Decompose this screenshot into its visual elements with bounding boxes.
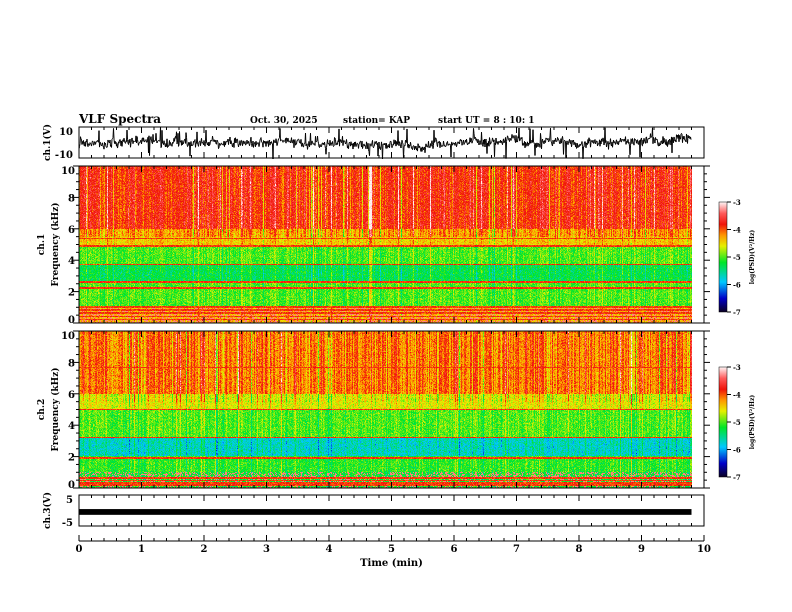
colorbar-frame	[718, 366, 728, 478]
colorbar-tick-label: -6	[733, 446, 741, 455]
y-tick-label: 0	[68, 315, 75, 326]
x-tick-label: 7	[513, 544, 520, 555]
colorbar-tick-label: -4	[733, 391, 741, 400]
panel-channel-label: ch.1	[37, 234, 47, 255]
x-tick-label: 0	[76, 544, 83, 555]
x-tick-label: 6	[451, 544, 458, 555]
colorbar-tick-label: -3	[733, 363, 741, 372]
ch1-colorbar	[719, 202, 727, 312]
y-axis-label: ch.3(V)	[42, 492, 53, 529]
colorbar-label: log(PSD)(V²/Hz)	[749, 395, 756, 450]
ch2-spectrogram-plot	[79, 331, 704, 488]
colorbar-tick-label: -5	[733, 418, 741, 427]
colorbar-tick-label: -4	[733, 226, 741, 235]
y-tick-label: -5	[62, 518, 73, 529]
x-tick-label: 1	[138, 544, 145, 555]
x-tick-label: 5	[388, 544, 395, 555]
x-tick-label: 8	[576, 544, 583, 555]
y-tick-label: 10	[61, 331, 75, 342]
ch2-colorbar	[719, 367, 727, 477]
colorbar-tick-label: -3	[733, 198, 741, 207]
station-label: station= KAP	[343, 116, 410, 126]
x-tick-label: 4	[326, 544, 333, 555]
y-tick-label: 10	[61, 166, 75, 177]
colorbar-label: log(PSD)(V²/Hz)	[749, 230, 756, 285]
y-axis-label: ch.1(V)	[42, 124, 53, 161]
x-tick-label: 10	[697, 544, 711, 555]
y-tick-label: 2	[68, 453, 75, 464]
x-tick-label: 2	[201, 544, 208, 555]
colorbar-tick-label: -5	[733, 253, 741, 262]
panel-frame-2	[78, 165, 705, 324]
x-tick-label: 9	[638, 544, 645, 555]
y-tick-label: 2	[68, 288, 75, 299]
x-axis-label: Time (min)	[360, 558, 423, 569]
y-tick-label: 8	[68, 358, 75, 369]
y-tick-label: 10	[59, 127, 73, 138]
y-tick-label: 8	[68, 193, 75, 204]
y-tick-label: 4	[68, 421, 75, 432]
y-tick-label: 6	[68, 225, 75, 236]
start-time-label: start UT = 8 : 10: 1	[438, 116, 535, 126]
colorbar-tick-label: -6	[733, 281, 741, 290]
x-tick-label: 3	[263, 544, 270, 555]
y-axis-label: Frequency (kHz)	[50, 202, 61, 286]
panel-frame-3	[78, 330, 705, 489]
date-label: Oct. 30, 2025	[250, 116, 318, 126]
colorbar-frame	[718, 201, 728, 313]
panel-channel-label: ch.2	[37, 399, 47, 420]
ch1-spectrogram-plot	[79, 166, 704, 323]
chart-title: VLF Spectra	[78, 112, 161, 126]
y-tick-label: 6	[68, 390, 75, 401]
y-tick-label: 5	[66, 495, 73, 506]
y-tick-label: -10	[55, 150, 73, 161]
y-tick-label: 0	[68, 480, 75, 491]
y-axis-label: Frequency (kHz)	[50, 367, 61, 451]
colorbar-tick-label: -7	[733, 473, 741, 482]
y-tick-label: 4	[68, 256, 75, 267]
colorbar-tick-label: -7	[733, 308, 741, 317]
